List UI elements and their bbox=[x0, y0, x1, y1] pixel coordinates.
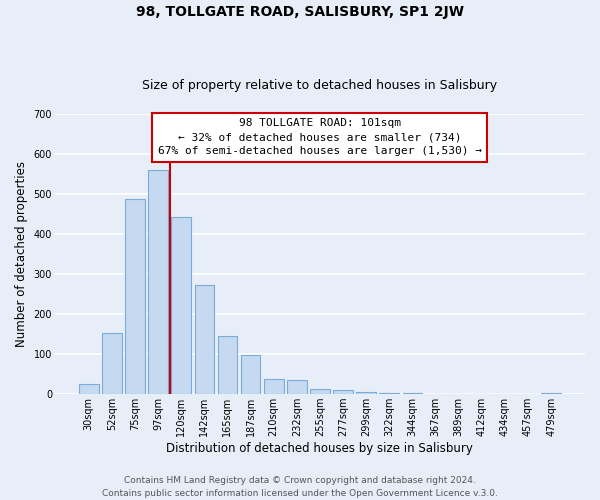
Bar bbox=[356, 392, 376, 394]
Bar bbox=[310, 389, 330, 394]
Bar bbox=[241, 355, 260, 394]
Bar bbox=[125, 200, 145, 394]
Bar bbox=[333, 390, 353, 394]
Bar bbox=[172, 217, 191, 394]
Bar bbox=[79, 384, 98, 394]
Bar bbox=[287, 380, 307, 394]
Text: Contains HM Land Registry data © Crown copyright and database right 2024.
Contai: Contains HM Land Registry data © Crown c… bbox=[102, 476, 498, 498]
Bar bbox=[218, 336, 237, 394]
X-axis label: Distribution of detached houses by size in Salisbury: Distribution of detached houses by size … bbox=[166, 442, 473, 455]
Bar bbox=[379, 393, 399, 394]
Bar bbox=[264, 380, 284, 394]
Text: 98 TOLLGATE ROAD: 101sqm
← 32% of detached houses are smaller (734)
67% of semi-: 98 TOLLGATE ROAD: 101sqm ← 32% of detach… bbox=[158, 118, 482, 156]
Y-axis label: Number of detached properties: Number of detached properties bbox=[15, 161, 28, 347]
Bar bbox=[102, 334, 122, 394]
Text: 98, TOLLGATE ROAD, SALISBURY, SP1 2JW: 98, TOLLGATE ROAD, SALISBURY, SP1 2JW bbox=[136, 5, 464, 19]
Title: Size of property relative to detached houses in Salisbury: Size of property relative to detached ho… bbox=[142, 79, 497, 92]
Bar bbox=[194, 285, 214, 394]
Bar bbox=[148, 170, 168, 394]
